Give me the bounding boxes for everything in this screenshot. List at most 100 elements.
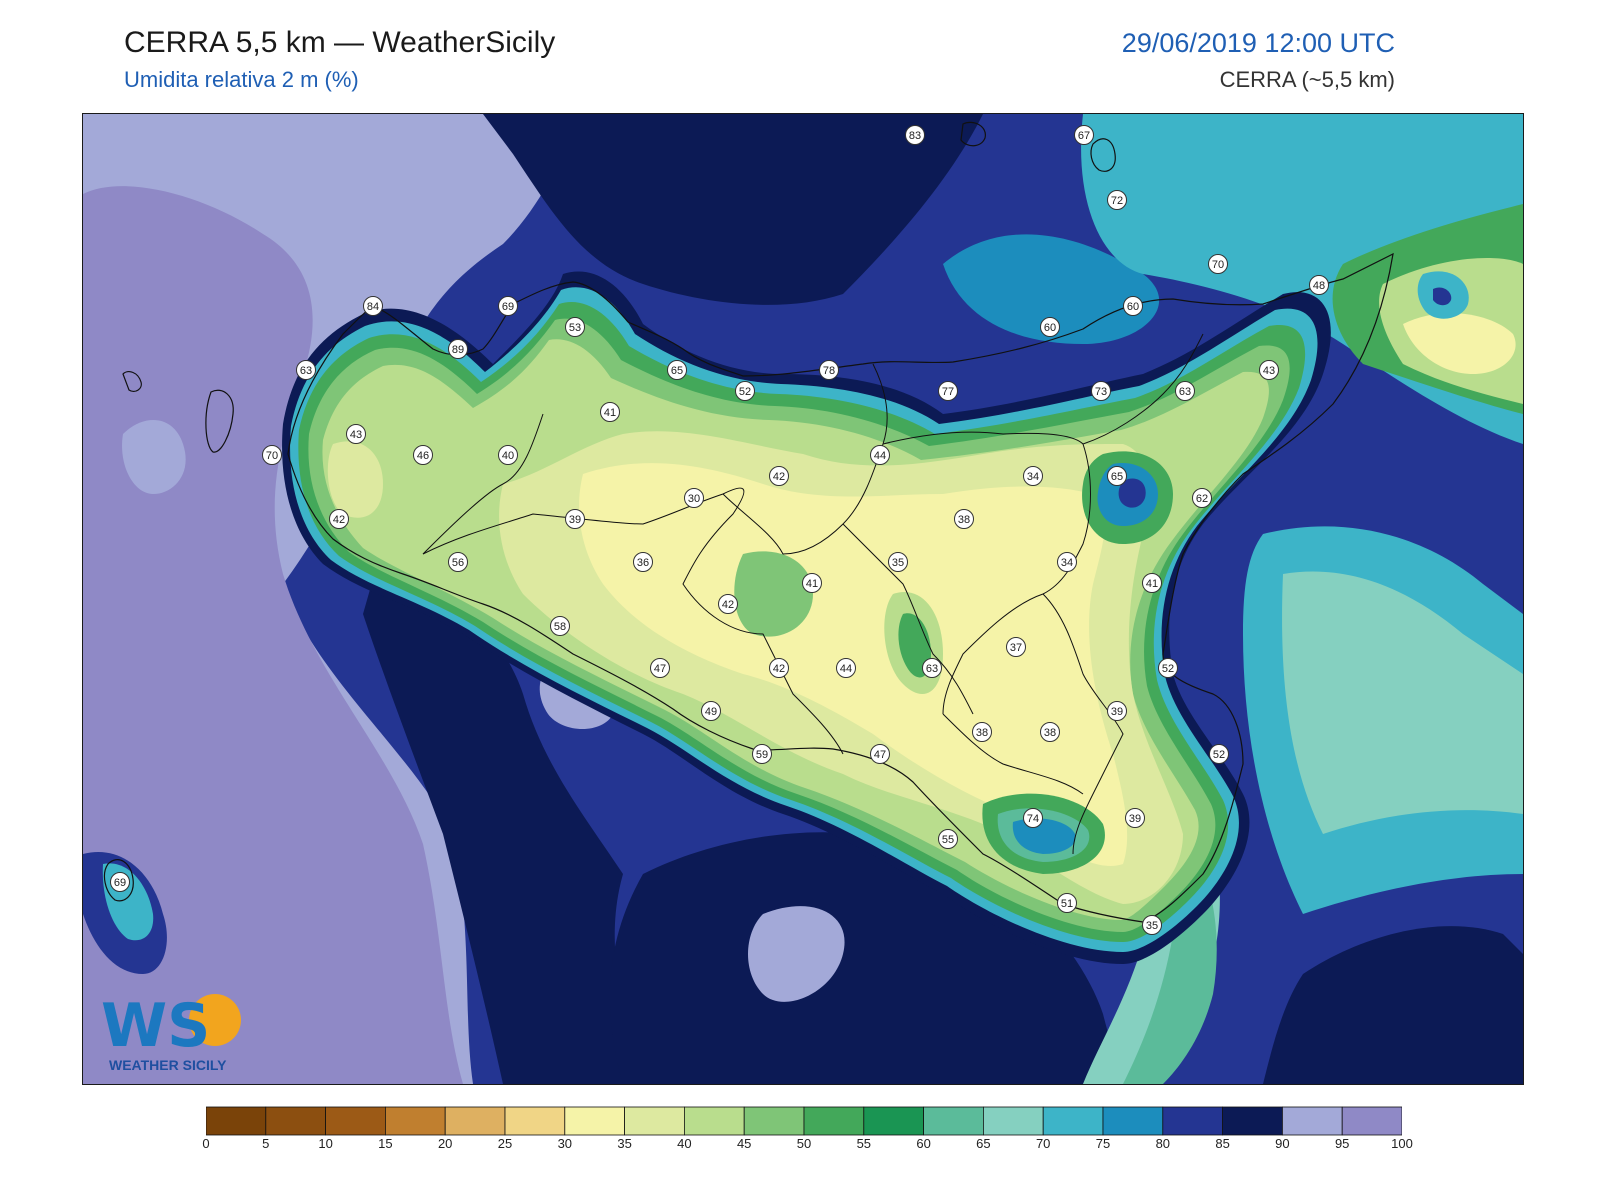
station-circle [448,552,468,572]
colorbar-tick-label: 50 [796,1136,812,1151]
station-marker: 78 [819,360,839,380]
sun-icon [189,994,241,1046]
station-marker: 69 [110,872,130,892]
station-marker: 58 [550,616,570,636]
station-marker: 37 [1006,637,1026,657]
station-circle [296,360,316,380]
station-value: 52 [1213,749,1225,761]
logo-graphic: WS WEATHER SICILY [101,991,241,1073]
station-circle [905,125,925,145]
station-circle [1175,381,1195,401]
colorbar-segment [564,1106,625,1136]
colorbar-segment [265,1106,326,1136]
station-marker: 83 [905,125,925,145]
station-markers: 83 67 72 70 48 84 69 89 53 60 60 63 65 78 77 73 63 43 52 41… [110,125,1329,935]
station-marker: 46 [413,445,433,465]
station-circle [1107,701,1127,721]
station-circle [667,360,687,380]
station-value: 65 [671,365,683,377]
colorbar-segment [683,1106,745,1136]
station-value: 30 [688,493,700,505]
station-value: 58 [554,621,566,633]
colorbar-segment [1162,1106,1223,1136]
station-value: 62 [1196,493,1208,505]
colorbar-tick-label: 100 [1391,1136,1413,1151]
colorbar-segment [923,1106,984,1136]
station-circle [1158,658,1178,678]
station-value: 37 [1010,642,1022,654]
station-value: 84 [367,301,379,313]
colorbar-tick-label: 25 [497,1136,513,1151]
station-marker: 51 [1057,893,1077,913]
station-circle [1192,488,1212,508]
colorbar-segment [863,1106,924,1136]
station-circle [752,744,772,764]
coastline [103,121,1394,923]
station-circle [769,466,789,486]
station-marker: 41 [600,402,620,422]
colorbar-segment [325,1106,386,1136]
station-circle [110,872,130,892]
station-circle [684,488,704,508]
station-value: 42 [722,599,734,611]
station-circle [1259,360,1279,380]
station-circle [1057,893,1077,913]
colorbar-segment [1282,1106,1343,1136]
station-marker: 62 [1192,488,1212,508]
station-marker: 42 [718,594,738,614]
station-value: 42 [773,471,785,483]
station-marker: 42 [769,466,789,486]
station-value: 49 [705,706,717,718]
station-value: 74 [1027,813,1039,825]
logo-letters: WS [101,991,210,1061]
station-value: 65 [1111,471,1123,483]
station-value: 47 [654,663,666,675]
land-field [282,271,1331,964]
station-value: 55 [942,834,954,846]
station-circle [1091,381,1111,401]
station-value: 39 [1129,813,1141,825]
station-marker: 73 [1091,381,1111,401]
station-circle [1057,552,1077,572]
station-value: 69 [502,301,514,313]
station-marker: 42 [769,658,789,678]
colorbar-segment [206,1106,267,1136]
station-circle [550,616,570,636]
colorbar-tick-label: 45 [736,1136,752,1151]
station-circle [1040,317,1060,337]
station-marker: 48 [1309,275,1329,295]
station-marker: 38 [972,722,992,742]
colorbar-tick-label: 90 [1275,1136,1290,1151]
station-value: 41 [1146,578,1158,590]
station-marker: 74 [1023,808,1043,828]
station-circle [565,509,585,529]
colorbar-tick-label: 20 [437,1136,453,1151]
station-circle [1023,466,1043,486]
station-circle [363,296,383,316]
logo-text: WEATHER SICILY [109,1057,227,1073]
station-value: 39 [569,514,581,526]
station-circle [1142,915,1162,935]
station-circle [262,445,282,465]
station-marker: 40 [498,445,518,465]
station-value: 38 [1044,727,1056,739]
colorbar-segment [1222,1106,1283,1136]
colorbar-tick-label: 85 [1215,1136,1230,1151]
station-marker: 44 [836,658,856,678]
station-circle [922,658,942,678]
station-marker: 63 [296,360,316,380]
station-circle [650,658,670,678]
station-circle [448,339,468,359]
colorbar-tick-label: 55 [856,1136,872,1151]
valid-time: 29/06/2019 12:00 UTC [1121,28,1395,58]
colorbar-tick-label: 70 [1035,1136,1051,1151]
station-circle [413,445,433,465]
colorbar-tick-label: 80 [1155,1136,1171,1151]
station-circle [1142,573,1162,593]
station-circle [1023,808,1043,828]
station-marker: 63 [1175,381,1195,401]
colorbar-segment [384,1106,446,1136]
station-circle [819,360,839,380]
station-marker: 56 [448,552,468,572]
station-value: 46 [417,450,429,462]
